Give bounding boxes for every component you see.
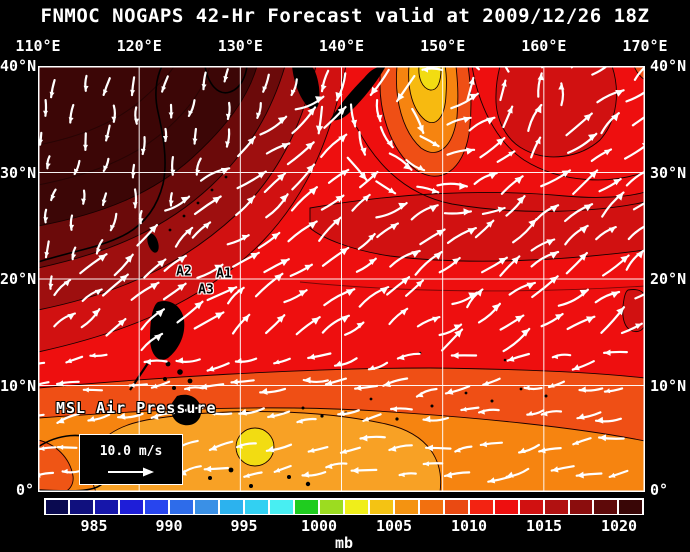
lat-label: 10°N (650, 376, 687, 395)
colorbar-cell (619, 499, 643, 514)
pressure-colorbar (44, 498, 644, 515)
colorbar-tick: 1020 (600, 517, 638, 535)
colorbar-cell (145, 499, 169, 514)
lat-label: 20°N (650, 270, 687, 288)
pressure-map-canvas (38, 66, 645, 492)
lat-label: 10°N (0, 376, 37, 395)
lon-label: 110°E (15, 37, 61, 55)
colorbar-cell (394, 499, 418, 514)
isobar-contours (299, 66, 645, 292)
colorbar-cell (594, 499, 618, 514)
map-border (38, 66, 645, 492)
colorbar-cell (170, 499, 194, 514)
wind-vector-arrows (38, 66, 645, 484)
field-label: MSL Air Pressure (56, 399, 217, 417)
colorbar-cell (95, 499, 119, 514)
lat-label: 30°N (650, 163, 687, 182)
chart-title: FNMOC NOGAPS 42-Hr Forecast valid at 200… (40, 5, 650, 27)
wind-scale-arrow-icon (108, 467, 154, 477)
colorbar-cell (444, 499, 468, 514)
field-dark-red-patches (309, 66, 645, 333)
colorbar-unit-label: mb (334, 534, 354, 552)
lat-label: 0° (15, 481, 34, 499)
colorbar-cell (70, 499, 94, 514)
lat-label: 0° (650, 481, 669, 499)
lon-label: 170°E (622, 37, 668, 55)
colorbar-tick: 1000 (300, 517, 338, 535)
lat-label: 40°N (650, 57, 687, 75)
lon-label: 130°E (217, 37, 263, 55)
colorbar-cell (344, 499, 368, 514)
colorbar-cell (319, 499, 343, 514)
wind-speed-label: 10.0 m/s (99, 444, 163, 459)
colorbar-cell (245, 499, 269, 514)
colorbar-cell (419, 499, 443, 514)
colorbar-cell (569, 499, 593, 514)
colorbar-tick: 995 (230, 517, 258, 535)
lat-label: 20°N (0, 270, 37, 288)
colorbar-cell (519, 499, 543, 514)
lon-label: 120°E (116, 37, 162, 55)
graticule-grid (38, 66, 645, 492)
colorbar-cell (270, 499, 294, 514)
lon-label: 160°E (521, 37, 567, 55)
field-high-pressure-bands (38, 66, 347, 353)
colorbar-tick: 1010 (450, 517, 488, 535)
colorbar-tick: 990 (155, 517, 183, 535)
colorbar-cell (120, 499, 144, 514)
storm-marker-a3: A3 (198, 282, 214, 298)
lon-label: 140°E (318, 37, 365, 55)
storm-marker-a2: A2 (176, 264, 192, 280)
colorbar-cell (544, 499, 568, 514)
colorbar-cell (369, 499, 393, 514)
colorbar-cell (494, 499, 518, 514)
colorbar-cell (220, 499, 244, 514)
lon-label: 150°E (420, 37, 466, 55)
colorbar-cell (295, 499, 318, 514)
storm-marker-a1: A1 (216, 266, 232, 282)
colorbar-cell (45, 499, 69, 514)
colorbar-tick: 1005 (375, 517, 413, 535)
colorbar-cell (195, 499, 219, 514)
wind-speed-legend: 10.0 m/s (79, 434, 183, 485)
lat-label: 40°N (0, 57, 37, 75)
lat-label: 30°N (0, 163, 37, 182)
colorbar-tick: 1015 (525, 517, 563, 535)
colorbar-tick: 985 (80, 517, 108, 535)
colorbar-cell (469, 499, 493, 514)
